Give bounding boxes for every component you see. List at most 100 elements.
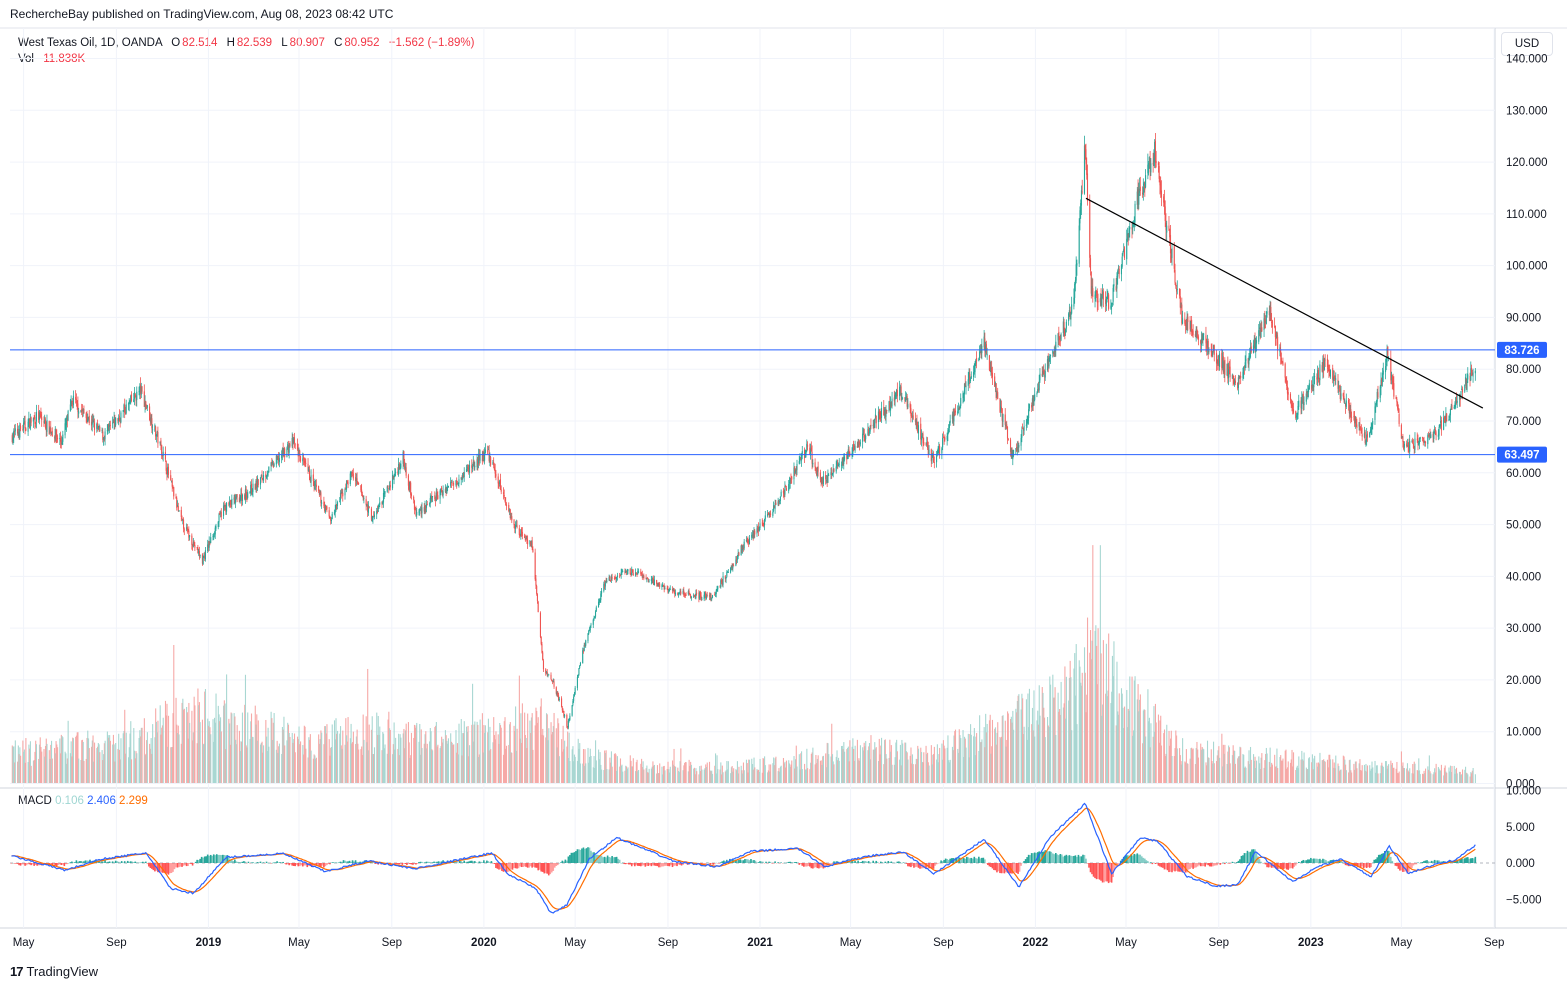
volume-bar <box>761 772 763 783</box>
candle-body <box>526 538 528 541</box>
macd-histogram-bar <box>492 863 494 864</box>
volume-bar <box>377 715 379 783</box>
volume-bar <box>490 749 492 783</box>
candle-body <box>435 492 437 501</box>
macd-histogram-bar <box>618 859 621 863</box>
candle-body <box>582 650 585 652</box>
candle-body <box>930 449 932 462</box>
macd-histogram-bar <box>970 857 973 863</box>
candle-body <box>1258 327 1261 330</box>
close-label: C <box>334 37 343 49</box>
candle-body <box>1127 234 1129 237</box>
macd-histogram-bar <box>273 862 275 863</box>
volume-bar <box>1028 727 1030 783</box>
macd-histogram-bar <box>516 863 518 869</box>
macd-histogram-bar <box>965 856 968 863</box>
volume-bar <box>1105 643 1107 783</box>
volume-bar <box>1229 763 1231 783</box>
candle-body <box>1000 406 1002 412</box>
volume-bar <box>1026 739 1028 783</box>
macd-histogram-bar <box>949 858 951 863</box>
macd-histogram-bar <box>378 863 381 864</box>
candle-body <box>1443 417 1445 430</box>
volume-bar <box>240 741 242 783</box>
currency-button[interactable]: USD <box>1501 32 1553 56</box>
candle-body <box>60 440 62 444</box>
candle-body <box>292 438 294 444</box>
volume-bar <box>541 734 543 783</box>
candle-body <box>1361 434 1363 437</box>
macd-histogram-bar <box>704 863 707 865</box>
volume-bar <box>610 762 612 783</box>
candle-body <box>1333 376 1335 379</box>
candle-body <box>247 492 249 498</box>
macd-histogram-bar <box>532 863 535 867</box>
candle-body <box>435 498 437 501</box>
volume-bar <box>920 747 922 783</box>
macd-histogram-bar <box>1032 853 1034 863</box>
volume-bar <box>287 722 289 783</box>
candle-body <box>1150 163 1152 173</box>
volume-bar <box>494 739 496 783</box>
macd-histogram-bar <box>116 861 118 863</box>
macd-histogram-bar <box>120 861 123 863</box>
volume-bar <box>106 731 108 783</box>
volume-bar <box>970 724 972 783</box>
candle-body <box>767 512 769 514</box>
candle-body <box>170 475 172 481</box>
volume-bar <box>1253 760 1255 783</box>
candle-body <box>1445 413 1447 423</box>
volume-bar <box>740 765 742 783</box>
macd-histogram-bar <box>570 852 573 863</box>
macd-histogram-bar <box>946 858 948 863</box>
volume-bar <box>107 735 109 783</box>
volume-bar <box>30 765 32 783</box>
volume-bar <box>1137 684 1139 783</box>
volume-bar <box>545 737 547 783</box>
candle-body <box>980 351 982 355</box>
candle-body <box>151 418 153 429</box>
macd-histogram-bar <box>557 863 559 866</box>
candle-body <box>793 467 795 480</box>
volume-bar <box>177 732 179 783</box>
macd-histogram-bar <box>487 861 490 863</box>
macd-histogram-bar <box>480 861 482 863</box>
candle-body <box>939 446 941 455</box>
candle-body <box>1201 338 1203 339</box>
volume-bar <box>1148 721 1150 783</box>
candle-body <box>931 458 933 461</box>
volume-bar <box>75 735 77 783</box>
macd-histogram-bar <box>881 862 884 863</box>
candle-body <box>731 565 733 569</box>
volume-bar <box>392 754 394 783</box>
candle-body <box>1048 358 1050 367</box>
volume-bar <box>504 717 506 783</box>
candle-body <box>788 484 790 491</box>
volume-bar <box>1365 763 1367 783</box>
volume-bar <box>1471 770 1473 783</box>
candle-body <box>1158 166 1160 179</box>
candle-body <box>481 455 483 462</box>
volume-bar <box>777 771 779 783</box>
candle-body <box>613 577 615 579</box>
candle-body <box>525 538 527 540</box>
candle-body <box>323 501 325 507</box>
volume-bar <box>133 728 135 783</box>
volume-bar <box>1455 767 1458 783</box>
volume-bar <box>233 713 235 783</box>
volume-bar <box>241 741 243 783</box>
candle-body <box>1329 369 1331 377</box>
candle-body <box>139 386 141 392</box>
volume-bar <box>1032 730 1034 783</box>
volume-bar <box>1287 761 1289 783</box>
volume-bar <box>552 731 554 783</box>
candle-body <box>361 494 363 497</box>
volume-bar <box>183 709 185 783</box>
macd-histogram-bar <box>683 863 686 864</box>
candle-body <box>927 448 929 455</box>
macd-histogram-bar <box>560 862 562 863</box>
macd-histogram-bar <box>400 863 402 864</box>
volume-bar <box>779 766 781 783</box>
volume-bars <box>11 545 1476 783</box>
